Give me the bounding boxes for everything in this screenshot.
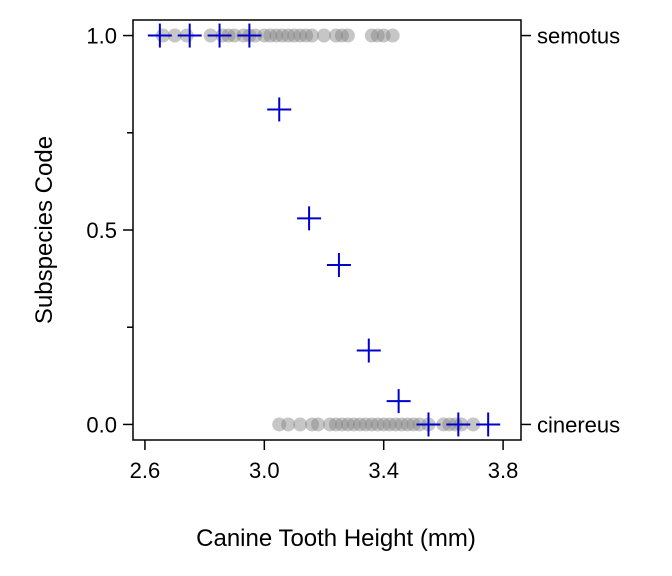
data-point: [167, 28, 182, 43]
data-point: [466, 417, 481, 432]
data-point: [364, 28, 379, 43]
data-point: [340, 417, 355, 432]
right-axis: semotus cinereus: [521, 24, 620, 437]
data-point: [400, 417, 415, 432]
plus-layer: [147, 23, 501, 437]
proportion-marker: [207, 23, 232, 48]
data-point: [299, 28, 314, 43]
data-point: [257, 28, 272, 43]
data-point: [340, 28, 355, 43]
y-tick-label: 0.0: [86, 412, 117, 437]
data-point: [311, 417, 326, 432]
data-point: [269, 28, 284, 43]
proportion-marker: [386, 389, 411, 414]
plot-frame: [132, 19, 522, 441]
data-point: [364, 417, 379, 432]
y-tick-label: 0.5: [86, 218, 117, 243]
data-point: [358, 417, 373, 432]
proportion-marker: [177, 23, 202, 48]
data-point: [328, 417, 343, 432]
data-point: [394, 417, 409, 432]
data-point: [272, 417, 287, 432]
x-tick-label: 3.0: [249, 458, 280, 483]
data-point: [328, 28, 343, 43]
data-point: [334, 417, 349, 432]
data-point: [376, 417, 391, 432]
right-axis-label: cinereus: [537, 412, 620, 437]
proportion-marker: [476, 412, 501, 437]
x-tick-label: 3.8: [488, 458, 519, 483]
data-point: [281, 28, 296, 43]
data-point: [370, 417, 385, 432]
data-point: [305, 417, 320, 432]
data-point: [275, 28, 290, 43]
data-point: [317, 28, 332, 43]
data-point: [334, 28, 349, 43]
y-tick-label: 1.0: [86, 24, 117, 49]
data-point: [305, 28, 320, 43]
proportion-marker: [267, 97, 292, 122]
right-axis-label: semotus: [537, 24, 620, 49]
y-axis-title: Subspecies Code: [31, 136, 58, 324]
data-point: [388, 417, 403, 432]
data-point: [281, 417, 296, 432]
data-point: [227, 28, 242, 43]
x-axis: 2.6 3.0 3.4 3.8: [130, 440, 519, 483]
data-point: [385, 28, 400, 43]
points-layer: [155, 28, 481, 432]
proportion-marker: [446, 412, 471, 437]
proportion-marker: [356, 338, 381, 363]
proportion-marker: [237, 23, 262, 48]
x-tick-label: 3.4: [368, 458, 399, 483]
x-axis-title: Canine Tooth Height (mm): [196, 525, 476, 552]
data-point: [376, 28, 391, 43]
data-point: [346, 417, 361, 432]
data-point: [263, 28, 278, 43]
data-point: [370, 28, 385, 43]
data-point: [406, 417, 421, 432]
proportion-marker: [147, 23, 172, 48]
data-point: [287, 28, 302, 43]
data-point: [382, 417, 397, 432]
data-point: [322, 417, 337, 432]
data-point: [436, 417, 451, 432]
y-axis: 0.0 0.5 1.0: [86, 24, 133, 437]
proportion-marker: [416, 412, 441, 437]
data-point: [293, 417, 308, 432]
x-tick-label: 2.6: [130, 458, 161, 483]
data-point: [352, 417, 367, 432]
proportion-marker: [297, 206, 322, 231]
data-point: [293, 28, 308, 43]
proportion-marker: [326, 253, 351, 277]
